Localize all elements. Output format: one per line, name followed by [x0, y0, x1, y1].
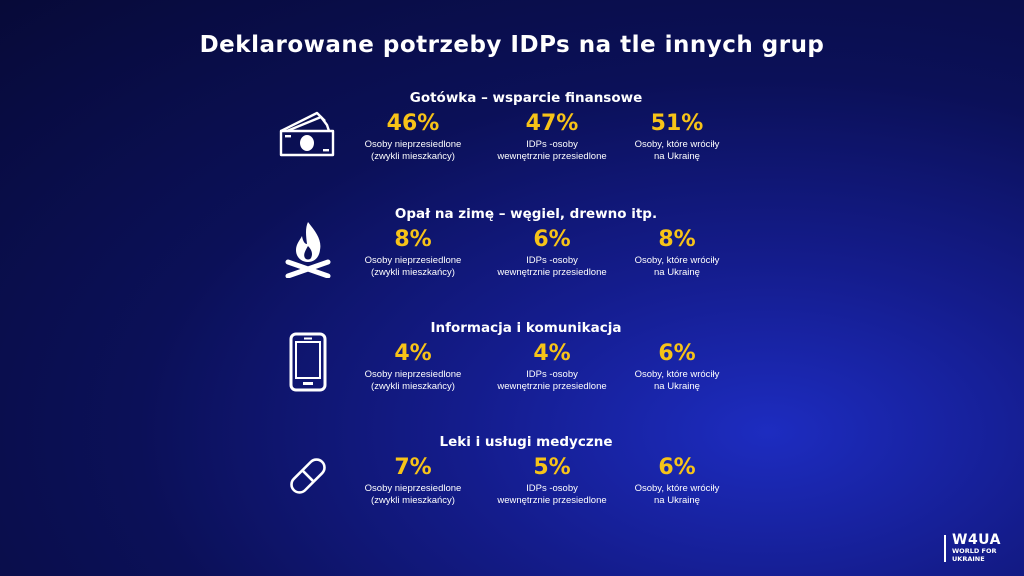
- stat-value: 8%: [394, 227, 432, 252]
- stat-value: 47%: [525, 111, 579, 136]
- section-information: Informacja i komunikacja 4% Osoby nieprz…: [0, 320, 1024, 430]
- stat-label: Osoby nieprzesiedlone (zwykli mieszkańcy…: [364, 139, 462, 162]
- stat-label: IDPs -osoby wewnętrznie przesiedlone: [497, 369, 607, 392]
- stat-label: Osoby nieprzesiedlone (zwykli mieszkańcy…: [364, 369, 462, 392]
- w4ua-logo: W4UA WORLD FOR UKRAINE: [944, 532, 1016, 565]
- stat-value: 6%: [533, 227, 571, 252]
- stat-label: Osoby, które wróciły na Ukrainę: [634, 255, 720, 278]
- stat-idps: 4% IDPs -osoby wewnętrznie przesiedlone: [487, 341, 617, 393]
- stat-value: 4%: [394, 341, 432, 366]
- stat-label: Osoby nieprzesiedlone (zwykli mieszkańcy…: [364, 483, 462, 506]
- stat-label: IDPs -osoby wewnętrznie przesiedlone: [497, 139, 607, 162]
- stat-non-displaced: 8% Osoby nieprzesiedlone (zwykli mieszka…: [348, 227, 478, 279]
- stat-returnees: 6% Osoby, które wróciły na Ukrainę: [612, 341, 742, 393]
- section-title: Gotówka – wsparcie finansowe: [409, 90, 643, 106]
- stat-non-displaced: 7% Osoby nieprzesiedlone (zwykli mieszka…: [348, 455, 478, 507]
- section-medicine: Leki i usługi medyczne 7% Osoby nieprzes…: [0, 434, 1024, 544]
- page-title: Deklarowane potrzeby IDPs na tle innych …: [199, 32, 825, 58]
- section-title: Leki i usługi medyczne: [439, 434, 613, 450]
- stat-value: 7%: [394, 455, 432, 480]
- smartphone-icon: [272, 332, 344, 392]
- stat-idps: 5% IDPs -osoby wewnętrznie przesiedlone: [487, 455, 617, 507]
- stat-label: Osoby nieprzesiedlone (zwykli mieszkańcy…: [364, 255, 462, 278]
- campfire-icon: [272, 220, 344, 278]
- stat-idps: 47% IDPs -osoby wewnętrznie przesiedlone: [487, 111, 617, 163]
- stat-label: IDPs -osoby wewnętrznie przesiedlone: [497, 255, 607, 278]
- stat-idps: 6% IDPs -osoby wewnętrznie przesiedlone: [487, 227, 617, 279]
- section-title: Informacja i komunikacja: [430, 320, 622, 336]
- logo-mark: W4UA: [952, 532, 1001, 548]
- pill-icon: [272, 448, 344, 504]
- stat-value: 46%: [386, 111, 440, 136]
- logo-bar: [944, 535, 946, 562]
- stat-label: Osoby, które wróciły na Ukrainę: [634, 369, 720, 392]
- stat-value: 4%: [533, 341, 571, 366]
- stat-value: 5%: [533, 455, 571, 480]
- stat-returnees: 51% Osoby, które wróciły na Ukrainę: [612, 111, 742, 163]
- stat-returnees: 8% Osoby, które wróciły na Ukrainę: [612, 227, 742, 279]
- section-title: Opał na zimę – węgiel, drewno itp.: [394, 206, 658, 222]
- stat-value: 6%: [658, 341, 696, 366]
- money-icon: [272, 104, 344, 160]
- logo-subtitle: WORLD FOR UKRAINE: [952, 547, 997, 563]
- section-cash: Gotówka – wsparcie finansowe 46% Osoby n…: [0, 90, 1024, 200]
- stat-value: 51%: [650, 111, 704, 136]
- stat-label: Osoby, które wróciły na Ukrainę: [634, 483, 720, 506]
- stat-value: 8%: [658, 227, 696, 252]
- stat-returnees: 6% Osoby, które wróciły na Ukrainę: [612, 455, 742, 507]
- stat-label: Osoby, które wróciły na Ukrainę: [634, 139, 720, 162]
- stat-non-displaced: 46% Osoby nieprzesiedlone (zwykli mieszk…: [348, 111, 478, 163]
- stat-non-displaced: 4% Osoby nieprzesiedlone (zwykli mieszka…: [348, 341, 478, 393]
- stat-value: 6%: [658, 455, 696, 480]
- section-fuel: Opał na zimę – węgiel, drewno itp. 8% Os…: [0, 206, 1024, 316]
- stat-label: IDPs -osoby wewnętrznie przesiedlone: [497, 483, 607, 506]
